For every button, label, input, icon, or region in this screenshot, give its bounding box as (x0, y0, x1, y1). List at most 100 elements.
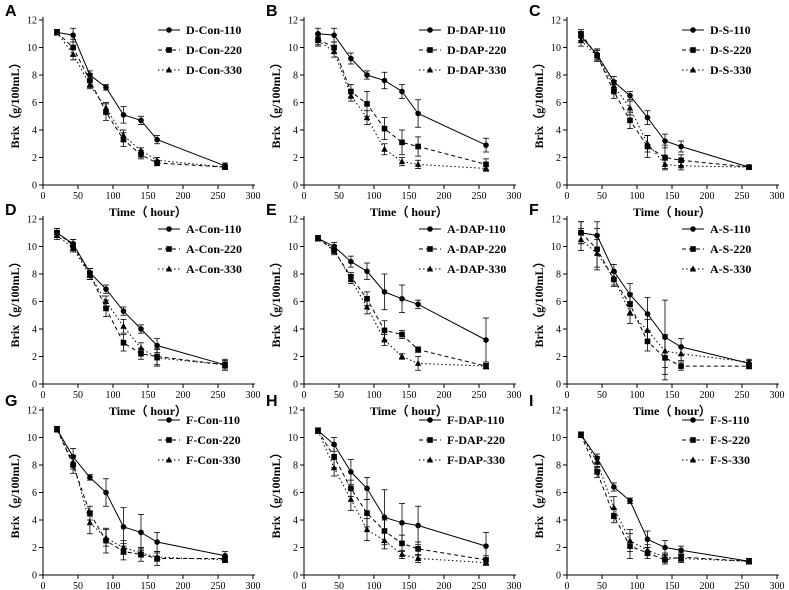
data-point-triangle (610, 82, 618, 89)
x-tick-label: 0 (302, 390, 307, 401)
legend-label: A-S-220 (710, 242, 751, 256)
x-tick-label: 250 (211, 390, 226, 401)
data-point-triangle (414, 160, 422, 167)
legend-label: A-Con-110 (186, 222, 241, 236)
data-point-triangle (165, 265, 173, 272)
data-point-square (120, 339, 127, 346)
data-point-circle (662, 138, 668, 144)
data-point-circle (662, 544, 668, 551)
data-point-triangle (661, 553, 669, 560)
data-point-circle (483, 142, 489, 148)
x-axis-title: Time（ hour） (633, 403, 711, 418)
y-tick-label: 0 (32, 181, 37, 192)
data-point-circle (627, 497, 633, 504)
data-point-triangle (644, 326, 651, 333)
x-tick-label: 150 (141, 390, 156, 401)
data-point-circle (427, 27, 433, 33)
data-point-square (166, 246, 172, 252)
y-tick-label: 0 (293, 181, 298, 192)
legend-label: D-S-110 (710, 23, 751, 37)
data-point-triangle (426, 456, 434, 463)
y-tick-label: 6 (556, 98, 561, 109)
y-tick-label: 4 (556, 516, 561, 527)
legend-label: F-S-330 (710, 453, 750, 467)
series-f-s-110 (578, 431, 752, 565)
data-point-triangle (165, 66, 173, 73)
data-point-triangle (426, 265, 434, 272)
data-point-square (427, 246, 433, 252)
data-point-circle (70, 32, 76, 38)
y-tick-label: 0 (556, 571, 561, 582)
data-point-square (381, 125, 388, 132)
legend-label: D-S-330 (710, 63, 751, 77)
x-tick-label: 250 (472, 191, 487, 202)
data-point-triangle (593, 458, 601, 465)
y-tick-label: 4 (556, 126, 561, 137)
data-point-square (364, 295, 370, 302)
data-point-triangle (363, 114, 371, 121)
data-point-circle (103, 489, 109, 496)
y-tick-label: 12 (551, 16, 561, 27)
y-tick-label: 0 (556, 380, 561, 391)
legend-label: F-DAP-220 (447, 433, 505, 447)
x-tick-label: 250 (735, 581, 750, 590)
y-tick-label: 4 (32, 126, 37, 137)
x-tick-label: 100 (367, 581, 382, 590)
chart-panel-d: D 0 2 4 6 8 10 12 0 50 100 150 200 250 300 Time（ hour） B… (5, 202, 261, 418)
y-tick-label: 4 (556, 325, 561, 336)
y-axis-title: Brix（g/100mL） (268, 447, 283, 539)
data-point-square (415, 546, 421, 552)
data-point-circle (399, 295, 405, 302)
chart-panel-g: G 0 2 4 6 8 10 12 0 50 100 150 200 250 300 Time（ hour） B… (5, 393, 261, 590)
data-point-circle (120, 524, 127, 530)
x-axis-title: Time（ hour） (633, 204, 711, 219)
data-point-triangle (53, 28, 61, 35)
data-point-triangle (677, 162, 685, 169)
data-point-triangle (153, 354, 161, 361)
y-axis-title: Brix（g/100mL） (531, 447, 546, 539)
y-tick-label: 4 (293, 126, 298, 137)
series-line (580, 434, 750, 562)
x-tick-label: 0 (565, 191, 570, 202)
data-point-triangle (482, 362, 490, 369)
series-line (580, 33, 750, 168)
x-tick-label: 300 (246, 390, 261, 401)
y-tick-label: 2 (32, 153, 37, 164)
y-tick-label: 8 (556, 71, 561, 82)
x-axis-title: Time（ hour） (109, 204, 187, 219)
data-point-circle (138, 117, 144, 124)
y-tick-label: 12 (27, 406, 37, 417)
x-tick-label: 250 (211, 191, 226, 202)
x-tick-label: 150 (141, 191, 156, 202)
y-tick-label: 12 (551, 215, 561, 226)
data-point-triangle (137, 344, 145, 351)
panel-letter: B (266, 3, 278, 20)
x-tick-label: 100 (106, 191, 121, 202)
x-tick-label: 300 (246, 581, 261, 590)
data-point-circle (381, 77, 388, 84)
data-point-circle (611, 484, 617, 490)
x-tick-label: 250 (472, 390, 487, 401)
y-tick-label: 4 (293, 325, 298, 336)
data-point-triangle (314, 37, 322, 44)
x-tick-label: 300 (246, 191, 261, 202)
x-tick-label: 150 (665, 191, 680, 202)
chart-panel-e: E 0 2 4 6 8 10 12 0 50 100 150 200 250 300 Time（ hour） B… (266, 202, 522, 418)
y-tick-label: 12 (27, 16, 37, 27)
data-point-square (427, 437, 433, 443)
data-point-square (483, 161, 489, 168)
y-axis-title: Brix（g/100mL） (7, 447, 22, 539)
y-tick-label: 10 (551, 43, 561, 54)
y-tick-label: 6 (32, 98, 37, 109)
data-point-triangle (69, 50, 77, 57)
series-a-con-330 (53, 230, 229, 368)
data-point-triangle (381, 145, 388, 152)
data-point-square (746, 363, 752, 369)
data-point-circle (166, 417, 172, 423)
x-axis-title: Time（ hour） (370, 403, 448, 418)
data-point-circle (381, 514, 388, 521)
data-point-circle (415, 301, 421, 308)
x-tick-label: 50 (334, 390, 344, 401)
x-tick-label: 100 (367, 191, 382, 202)
x-tick-label: 300 (770, 191, 785, 202)
